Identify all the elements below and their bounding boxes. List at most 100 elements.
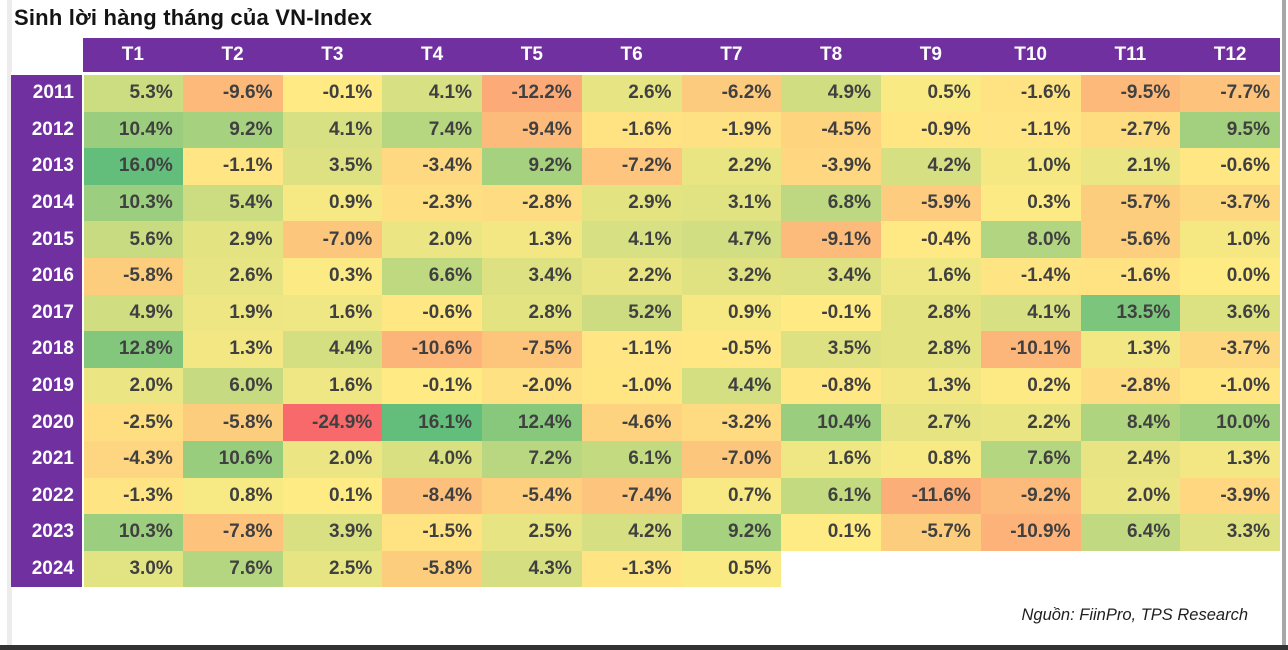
value-cell-2018-t12: -3.7%: [1180, 331, 1280, 368]
year-row-2015: 2015 5.6% 2.9% -7.0% 2.0% 1.3% 4.1% 4.7% -9.1% -0…: [11, 221, 1280, 258]
month-header-t4: T4: [382, 38, 482, 75]
heatmap-header: T1 T2 T3 T4 T5 T6 T7 T8 T9 T10 T11 T12: [11, 38, 1280, 75]
value-cell-2019-t6: -1.0%: [581, 367, 682, 405]
value-cell-2013-t4: -3.4%: [382, 148, 482, 185]
year-label: 2018: [11, 331, 84, 368]
value-cell-2016-t1: -5.8%: [83, 257, 183, 295]
value-cell-2015-t12: 1.0%: [1180, 221, 1280, 258]
value-cell-2016-t7: 3.2%: [681, 257, 782, 295]
value-cell-2024-t4: -5.8%: [382, 550, 482, 588]
year-label: 2016: [11, 257, 84, 295]
value-cell-2016-t11: -1.6%: [1080, 257, 1181, 295]
year-label: 2020: [11, 404, 84, 441]
value-cell-2011-t12: -7.7%: [1180, 73, 1280, 112]
value-cell-2017-t1: 4.9%: [83, 294, 183, 332]
value-cell-2021-t7: -7.0%: [681, 440, 782, 478]
value-cell-2012-t4: 7.4%: [382, 111, 482, 149]
value-cell-2017-t11: 13.5%: [1080, 294, 1181, 332]
value-cell-2022-t7: 0.7%: [681, 477, 782, 515]
value-cell-2020-t4: 16.1%: [382, 404, 482, 441]
value-cell-2019-t4: -0.1%: [382, 367, 482, 405]
value-cell-2024-t1: 3.0%: [83, 550, 183, 588]
value-cell-2023-t4: -1.5%: [382, 514, 482, 551]
value-cell-2014-t5: -2.8%: [482, 184, 582, 222]
source-note: Nguồn: FiinPro, TPS Research: [1021, 606, 1248, 624]
value-cell-2013-t7: 2.2%: [681, 148, 782, 185]
value-cell-2011-t11: -9.5%: [1080, 73, 1181, 112]
value-cell-2021-t10: 7.6%: [980, 440, 1081, 478]
value-cell-2011-t8: 4.9%: [781, 73, 881, 112]
value-cell-2023-t9: -5.7%: [881, 514, 981, 551]
value-cell-2023-t7: 9.2%: [681, 514, 782, 551]
value-cell-2021-t11: 2.4%: [1080, 440, 1181, 478]
value-cell-2018-t3: 4.4%: [282, 331, 383, 368]
value-cell-2018-t11: 1.3%: [1080, 331, 1181, 368]
value-cell-2016-t10: -1.4%: [980, 257, 1081, 295]
value-cell-2018-t2: 1.3%: [182, 331, 283, 368]
value-cell-2017-t3: 1.6%: [282, 294, 383, 332]
value-cell-2013-t10: 1.0%: [980, 148, 1081, 185]
chart-title: Sinh lời hàng tháng của VN-Index: [14, 5, 373, 30]
value-cell-2019-t8: -0.8%: [781, 367, 881, 405]
month-header-t1: T1: [83, 38, 183, 75]
value-cell-2016-t3: 0.3%: [282, 257, 383, 295]
value-cell-2015-t3: -7.0%: [282, 221, 383, 258]
value-cell-2014-t6: 2.9%: [581, 184, 682, 222]
month-header-t6: T6: [581, 38, 682, 75]
year-label: 2023: [11, 514, 84, 551]
month-header-row: T1 T2 T3 T4 T5 T6 T7 T8 T9 T10 T11 T12: [11, 38, 1280, 75]
value-cell-2017-t9: 2.8%: [881, 294, 981, 332]
value-cell-2013-t11: 2.1%: [1080, 148, 1181, 185]
value-cell-2015-t4: 2.0%: [382, 221, 482, 258]
value-cell-2021-t5: 7.2%: [482, 440, 582, 478]
value-cell-2011-t10: -1.6%: [980, 73, 1081, 112]
year-label: 2011: [11, 73, 84, 112]
heatmap-body: 2011 5.3% -9.6% -0.1% 4.1% -12.2% 2.6% -6.2% 4.9…: [11, 73, 1280, 588]
value-cell-2014-t9: -5.9%: [881, 184, 981, 222]
empty-cell: [1180, 551, 1280, 588]
value-cell-2019-t7: 4.4%: [681, 367, 782, 405]
value-cell-2021-t12: 1.3%: [1180, 440, 1280, 478]
value-cell-2020-t8: 10.4%: [781, 404, 881, 441]
year-row-2021: 2021 -4.3% 10.6% 2.0% 4.0% 7.2% 6.1% -7.0% 1.6% 0…: [11, 440, 1280, 478]
value-cell-2022-t2: 0.8%: [182, 477, 283, 515]
value-cell-2014-t1: 10.3%: [83, 184, 183, 222]
value-cell-2015-t8: -9.1%: [781, 221, 881, 258]
empty-cell: [981, 551, 1081, 588]
value-cell-2012-t1: 10.4%: [83, 111, 183, 149]
value-cell-2018-t4: -10.6%: [382, 331, 482, 368]
value-cell-2022-t11: 2.0%: [1080, 477, 1181, 515]
corner-cell: [11, 38, 83, 75]
value-cell-2012-t3: 4.1%: [282, 111, 383, 149]
value-cell-2018-t9: 2.8%: [881, 331, 981, 368]
month-header-t12: T12: [1180, 38, 1280, 75]
value-cell-2019-t5: -2.0%: [482, 367, 582, 405]
year-row-2012: 2012 10.4% 9.2% 4.1% 7.4% -9.4% -1.6% -1.9% -4.5…: [11, 111, 1280, 149]
value-cell-2021-t4: 4.0%: [382, 440, 482, 478]
value-cell-2023-t6: 4.2%: [581, 514, 682, 551]
value-cell-2024-t5: 4.3%: [482, 550, 582, 588]
value-cell-2011-t1: 5.3%: [83, 73, 183, 112]
value-cell-2011-t3: -0.1%: [282, 73, 383, 112]
value-cell-2016-t5: 3.4%: [482, 257, 582, 295]
value-cell-2020-t11: 8.4%: [1080, 404, 1181, 441]
value-cell-2017-t10: 4.1%: [980, 294, 1081, 332]
value-cell-2016-t8: 3.4%: [781, 257, 881, 295]
year-label: 2021: [11, 440, 84, 478]
value-cell-2015-t7: 4.7%: [681, 221, 782, 258]
value-cell-2014-t4: -2.3%: [382, 184, 482, 222]
value-cell-2018-t7: -0.5%: [681, 331, 782, 368]
year-label: 2024: [11, 550, 84, 588]
value-cell-2020-t7: -3.2%: [681, 404, 782, 441]
year-label: 2015: [11, 221, 84, 258]
right-border-line: [1282, 0, 1286, 645]
empty-cell: [881, 551, 981, 588]
year-row-2013: 2013 16.0% -1.1% 3.5% -3.4% 9.2% -7.2% 2.2% -3.9…: [11, 148, 1280, 185]
month-header-t11: T11: [1080, 38, 1181, 75]
month-header-t10: T10: [980, 38, 1081, 75]
value-cell-2012-t7: -1.9%: [681, 111, 782, 149]
value-cell-2021-t2: 10.6%: [182, 440, 283, 478]
value-cell-2013-t3: 3.5%: [282, 148, 383, 185]
value-cell-2015-t9: -0.4%: [881, 221, 981, 258]
